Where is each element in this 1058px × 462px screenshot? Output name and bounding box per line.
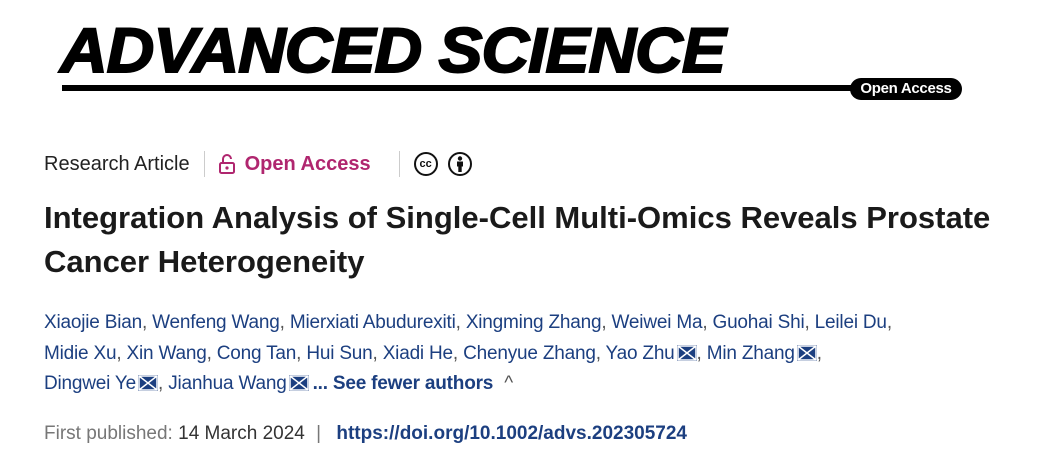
- comma: ,: [158, 373, 169, 394]
- author-link[interactable]: Yao Zhu: [605, 342, 675, 364]
- creative-commons-icon[interactable]: cc: [413, 152, 438, 176]
- license-icons[interactable]: cc: [413, 152, 472, 176]
- divider: [203, 151, 205, 177]
- email-icon[interactable]: [288, 375, 309, 391]
- comma: ,: [816, 342, 822, 364]
- author-link[interactable]: Xin Wang: [126, 342, 207, 364]
- comma: ,: [601, 312, 612, 333]
- author-link[interactable]: Xiaojie Bian: [44, 312, 142, 333]
- author-link[interactable]: Min Zhang: [706, 342, 795, 364]
- comma: ,: [372, 342, 383, 364]
- publication-info: First published: 14 March 2024 | https:/…: [44, 423, 687, 445]
- comma: ,: [595, 342, 606, 364]
- open-access-text: Open Access: [244, 152, 371, 175]
- doi-link[interactable]: https://doi.org/10.1002/advs.202305724: [336, 423, 687, 444]
- chevron-up-icon[interactable]: ^: [504, 373, 513, 394]
- author-link[interactable]: Wenfeng Wang: [152, 312, 280, 333]
- author-line: Dingwei Ye, Jianhua Wang ... See fewer au…: [44, 369, 892, 400]
- author-link[interactable]: Hui Sun: [306, 342, 373, 364]
- author-link[interactable]: Xingming Zhang: [465, 312, 602, 333]
- author-link[interactable]: Weiwei Ma: [611, 312, 703, 333]
- email-icon[interactable]: [676, 344, 697, 361]
- author-list: Xiaojie Bian, Wenfeng Wang, Mierxiati Ab…: [44, 308, 892, 400]
- comma: ,: [804, 312, 815, 333]
- comma: ,: [702, 312, 713, 333]
- comma: ,: [141, 312, 153, 333]
- article-meta: Research Article Open Access cc: [44, 150, 472, 178]
- comma: ,: [696, 342, 707, 364]
- logo-rule: [62, 85, 854, 91]
- author-link[interactable]: Jianhua Wang: [168, 373, 287, 394]
- author-link[interactable]: Dingwei Ye: [44, 373, 137, 394]
- logo-open-access-badge: Open Access: [850, 78, 962, 100]
- author-link[interactable]: Mierxiati Abudurexiti: [289, 312, 456, 333]
- author-link[interactable]: Xiadi He: [382, 342, 453, 364]
- comma: ,: [116, 342, 127, 364]
- email-icon[interactable]: [796, 344, 817, 361]
- published-date: 14 March 2024: [178, 423, 305, 444]
- article-type: Research Article: [44, 152, 190, 175]
- author-line: Midie Xu, Xin Wang, Cong Tan, Hui Sun, X…: [44, 339, 892, 370]
- comma: ,: [296, 342, 307, 364]
- separator: |: [316, 423, 322, 444]
- attribution-icon[interactable]: [447, 152, 472, 176]
- author-link[interactable]: Chenyue Zhang: [463, 342, 596, 364]
- author-line: Xiaojie Bian, Wenfeng Wang, Mierxiati Ab…: [44, 308, 892, 339]
- article-title: Integration Analysis of Single-Cell Mult…: [44, 200, 991, 279]
- comma: ,: [886, 312, 892, 333]
- author-link[interactable]: Leilei Du: [814, 312, 887, 333]
- author-link[interactable]: Midie Xu: [44, 342, 117, 364]
- see-fewer-authors-button[interactable]: ... See fewer authors ^: [312, 373, 514, 394]
- see-fewer-label[interactable]: ... See fewer authors: [312, 373, 494, 394]
- published-label: First published:: [44, 423, 173, 444]
- author-link[interactable]: Cong Tan: [216, 342, 297, 364]
- email-icon[interactable]: [138, 375, 159, 391]
- open-access-label: Open Access: [218, 152, 371, 176]
- journal-logo-text: ADVANCED SCIENCE: [59, 14, 727, 86]
- comma: ,: [279, 312, 290, 333]
- unlock-icon: [218, 154, 235, 174]
- author-link[interactable]: Guohai Shi: [712, 312, 805, 333]
- comma: ,: [452, 342, 464, 364]
- comma: ,: [206, 342, 217, 364]
- comma: ,: [455, 312, 466, 333]
- divider: [398, 151, 400, 177]
